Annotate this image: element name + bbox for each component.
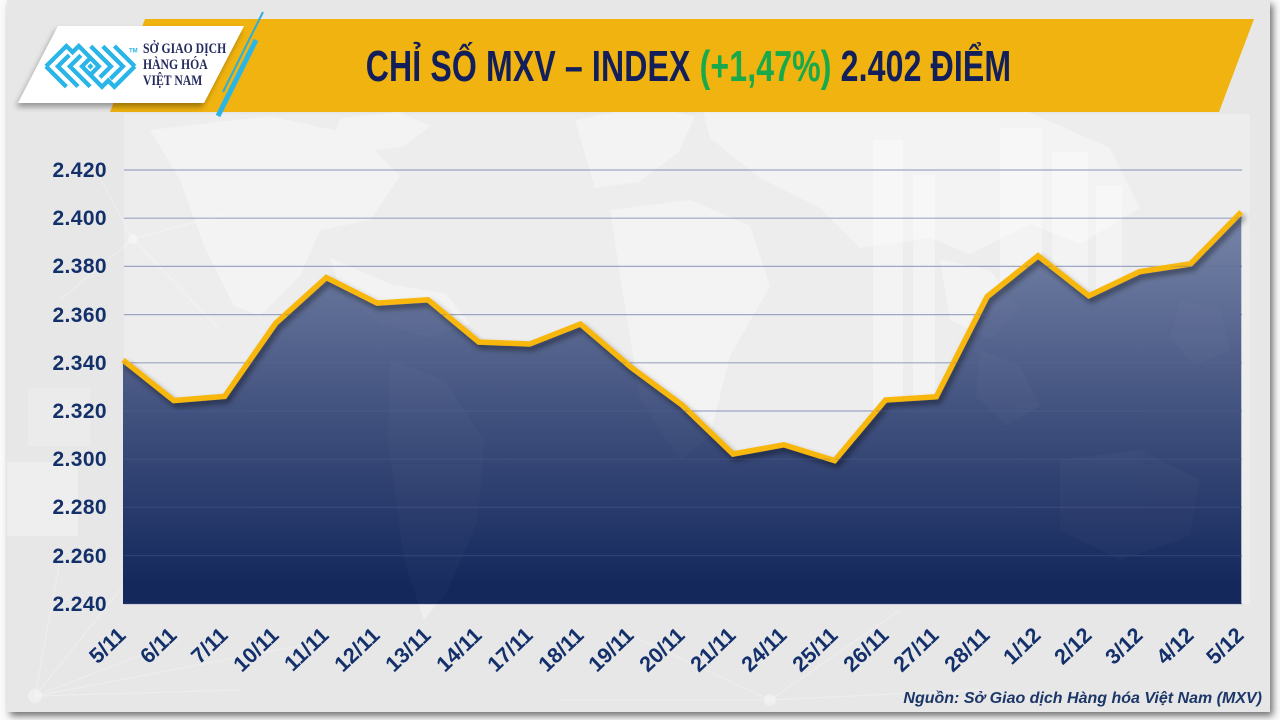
svg-text:TM: TM: [129, 49, 138, 55]
